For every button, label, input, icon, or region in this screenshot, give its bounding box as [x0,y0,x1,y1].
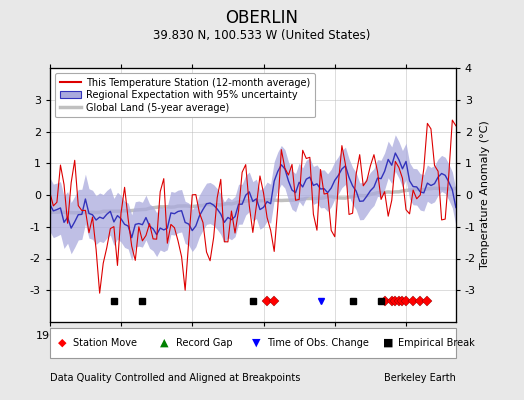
Text: ▼: ▼ [252,338,260,348]
Text: Berkeley Earth: Berkeley Earth [384,373,456,383]
Text: Time of Obs. Change: Time of Obs. Change [267,338,369,348]
Text: Station Move: Station Move [73,338,137,348]
Legend: This Temperature Station (12-month average), Regional Expectation with 95% uncer: This Temperature Station (12-month avera… [54,73,315,118]
Text: ■: ■ [383,338,393,348]
Text: Empirical Break: Empirical Break [398,338,475,348]
Text: 39.830 N, 100.533 W (United States): 39.830 N, 100.533 W (United States) [154,30,370,42]
Y-axis label: Temperature Anomaly (°C): Temperature Anomaly (°C) [480,121,490,269]
Text: ▲: ▲ [160,338,168,348]
Text: OBERLIN: OBERLIN [225,9,299,27]
Text: Data Quality Controlled and Aligned at Breakpoints: Data Quality Controlled and Aligned at B… [50,373,300,383]
Text: ◆: ◆ [58,338,66,348]
Text: Record Gap: Record Gap [176,338,232,348]
